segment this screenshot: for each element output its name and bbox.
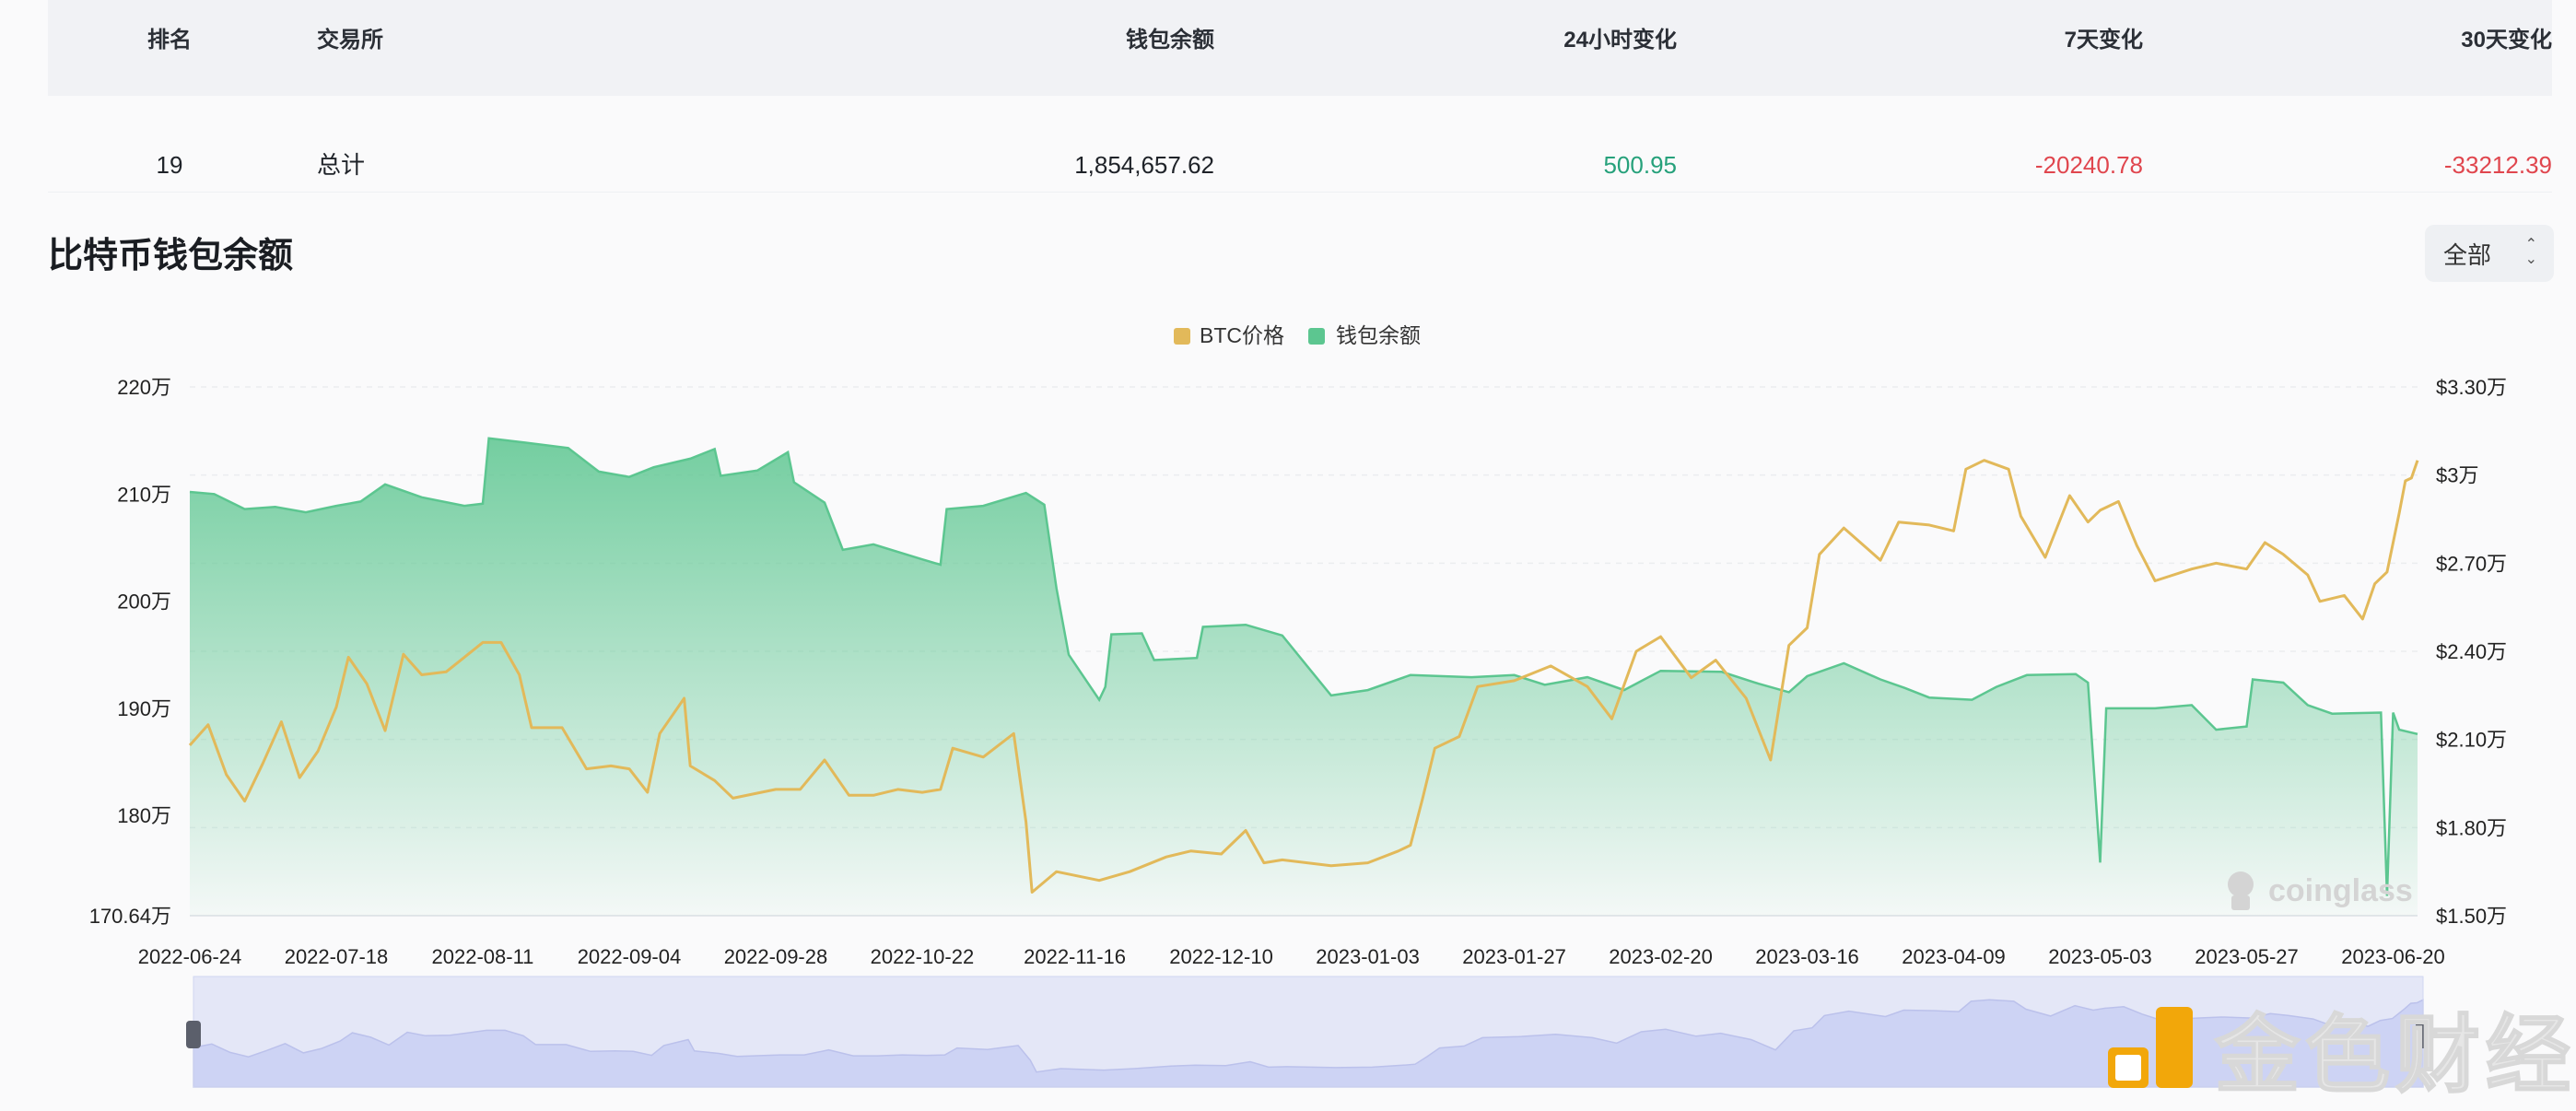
legend-swatch-btc-price <box>1174 328 1190 345</box>
x-tick-label: 2022-07-18 <box>285 945 389 968</box>
x-tick-label: 2023-03-16 <box>1755 945 1859 968</box>
row-exchange: 总计 <box>317 151 366 179</box>
jinse-watermark-text: 金色财经 <box>2214 1008 2576 1104</box>
row-change-7d: -20240.78 <box>2034 151 2143 179</box>
x-tick-label: 2023-02-20 <box>1609 945 1713 968</box>
y-left-tick-label: 190万 <box>117 697 171 720</box>
wallet-balance-area <box>190 438 2418 916</box>
coinglass-watermark: coinglass <box>2220 868 2413 914</box>
range-select[interactable]: 全部 ⌃ ⌄ <box>2425 225 2554 282</box>
navigator-handle-right[interactable] <box>2416 1021 2430 1048</box>
y-right-tick-label: $3.30万 <box>2436 376 2507 399</box>
row-balance: 1,854,657.62 <box>1074 151 1214 179</box>
x-tick-label: 2022-09-04 <box>578 945 682 968</box>
legend-item-wallet-balance[interactable]: 钱包余额 <box>1308 323 1421 347</box>
row-change-30d: -33212.39 <box>2443 151 2552 179</box>
y-axis-right: $3.30万 $3万 $2.70万 $2.40万 $2.10万 $1.80万 $1.50万 <box>2436 376 2507 928</box>
exchange-table: 排名 交易所 钱包余额 24小时变化 7天变化 30天变化 19 总计 1,85… <box>48 0 2552 193</box>
y-right-tick-label: $3万 <box>2436 464 2478 487</box>
navigator-handle-left[interactable] <box>186 1021 201 1048</box>
header-change-30d[interactable]: 30天变化 <box>2461 28 2552 53</box>
coinglass-logo-icon <box>2228 871 2254 910</box>
btc-price-line <box>188 459 2419 894</box>
navigator-selection <box>193 976 2424 1088</box>
legend-item-btc-price[interactable]: BTC价格 <box>1174 323 1284 347</box>
y-left-tick-label: 220万 <box>117 376 171 399</box>
row-change-24h: 500.95 <box>1603 151 1677 179</box>
y-right-tick-label: $2.10万 <box>2436 729 2507 752</box>
range-select-value: 全部 <box>2443 240 2492 269</box>
chevron-updown-icon: ⌃ ⌄ <box>2524 237 2537 267</box>
x-tick-label: 2023-01-27 <box>1462 945 1566 968</box>
y-right-tick-label: $1.80万 <box>2436 816 2507 839</box>
y-left-tick-label: 200万 <box>117 591 171 614</box>
chart-section-title: 比特币钱包余额 <box>48 237 294 275</box>
header-exchange[interactable]: 交易所 <box>317 28 383 53</box>
x-tick-label: 2023-05-27 <box>2195 945 2299 968</box>
header-change-24h[interactable]: 24小时变化 <box>1563 28 1677 53</box>
x-tick-label: 2022-10-22 <box>871 945 975 968</box>
legend-label-wallet-balance: 钱包余额 <box>1336 323 1421 347</box>
jinse-watermark: 金色财经 <box>2108 997 2576 1104</box>
y-left-tick-label: 210万 <box>117 483 171 506</box>
wallet-balance-series <box>189 437 2418 916</box>
table-row-total: 19 总计 1,854,657.62 500.95 -20240.78 -332… <box>48 96 2552 193</box>
wallet-balance-line <box>189 437 2418 896</box>
btc-price-series <box>188 459 2419 894</box>
x-tick-label: 2023-06-20 <box>2341 945 2445 968</box>
x-axis: 2022-06-24 2022-07-18 2022-08-11 2022-09-04… <box>138 945 2445 968</box>
coinglass-watermark-text: coinglass <box>2268 872 2413 908</box>
x-tick-label: 2023-05-03 <box>2048 945 2152 968</box>
x-tick-label: 2022-08-11 <box>432 945 534 968</box>
x-tick-label: 2022-12-10 <box>1169 945 1273 968</box>
chart-legend: BTC价格 钱包余额 <box>1174 323 1421 347</box>
x-tick-label: 2022-06-24 <box>138 945 242 968</box>
table-header: 排名 交易所 钱包余额 24小时变化 7天变化 30天变化 <box>48 0 2552 96</box>
x-tick-label: 2023-04-09 <box>1902 945 2006 968</box>
x-tick-label: 2022-11-16 <box>1024 945 1126 968</box>
y-right-tick-label: $2.40万 <box>2436 640 2507 663</box>
header-balance[interactable]: 钱包余额 <box>1126 28 1214 53</box>
x-tick-label: 2022-09-28 <box>724 945 828 968</box>
y-left-tick-label: 180万 <box>117 804 171 827</box>
x-tick-label: 2023-01-03 <box>1316 945 1420 968</box>
y-left-tick-label: 170.64万 <box>89 905 171 928</box>
legend-label-btc-price: BTC价格 <box>1200 323 1284 347</box>
navigator-preview <box>193 999 2424 1088</box>
legend-swatch-wallet-balance <box>1308 328 1325 345</box>
y-right-tick-label: $1.50万 <box>2436 905 2507 928</box>
jinse-logo-icon <box>2108 1003 2196 1092</box>
y-right-tick-label: $2.70万 <box>2436 552 2507 575</box>
y-axis-left: 220万 210万 200万 190万 180万 170.64万 <box>89 376 171 928</box>
data-zoom-navigator[interactable] <box>186 976 2430 1088</box>
header-change-7d[interactable]: 7天变化 <box>2064 28 2143 53</box>
